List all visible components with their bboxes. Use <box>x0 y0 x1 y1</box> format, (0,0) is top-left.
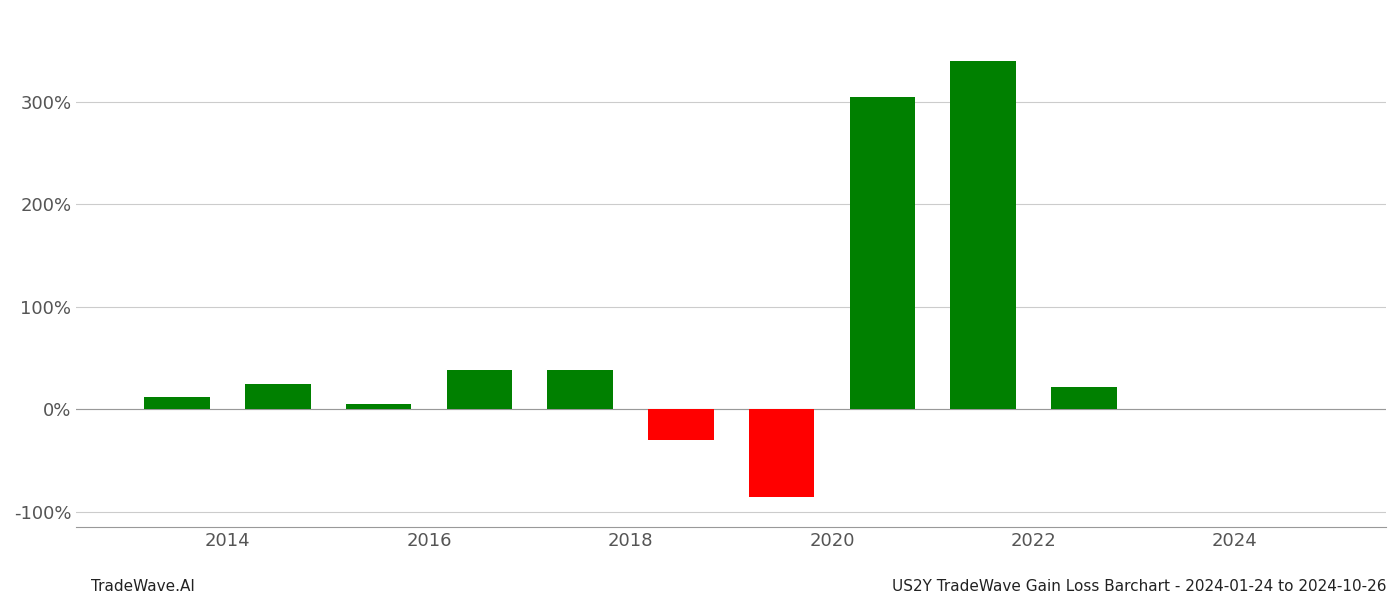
Text: TradeWave.AI: TradeWave.AI <box>91 579 195 594</box>
Bar <box>245 384 311 409</box>
Bar <box>547 370 613 409</box>
Bar <box>951 61 1016 409</box>
Bar <box>850 97 916 409</box>
Bar <box>346 404 412 409</box>
Bar <box>749 409 815 497</box>
Bar <box>1051 387 1117 409</box>
Bar <box>648 409 714 440</box>
Bar <box>447 370 512 409</box>
Bar <box>144 397 210 409</box>
Text: US2Y TradeWave Gain Loss Barchart - 2024-01-24 to 2024-10-26: US2Y TradeWave Gain Loss Barchart - 2024… <box>892 579 1386 594</box>
